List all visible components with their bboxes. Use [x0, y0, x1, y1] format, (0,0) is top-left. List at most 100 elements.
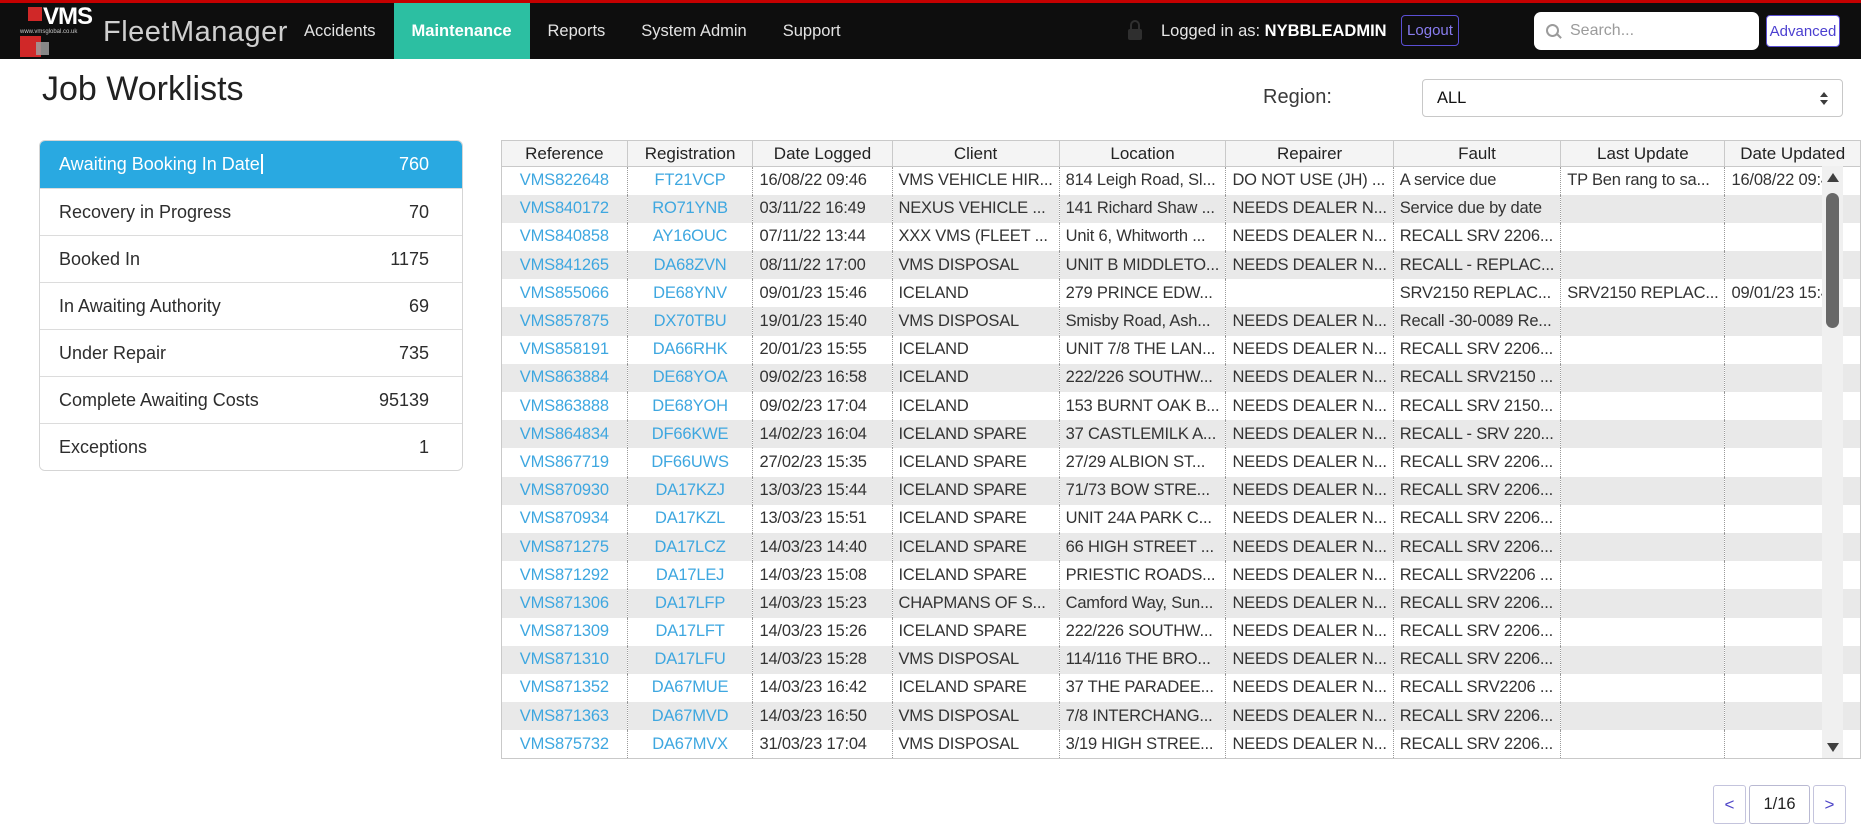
job-reference-link[interactable]: VMS871310: [501, 645, 628, 674]
prev-page-button[interactable]: <: [1713, 785, 1746, 824]
job-reference-link[interactable]: VMS841265: [501, 251, 628, 280]
select-arrows-icon: [1820, 91, 1828, 105]
job-reference-link[interactable]: VMS840858: [519, 227, 609, 246]
table-cell: A service due: [1392, 166, 1561, 195]
page-title: Job Worklists: [42, 70, 244, 108]
registration-link[interactable]: DE68YNV: [626, 279, 753, 308]
logout-button[interactable]: Logout: [1401, 15, 1459, 46]
job-reference-link[interactable]: VMS871352: [519, 678, 609, 697]
table-row: VMS841265 DA68ZVN 08/11/22 17:00 VMS DISPOS…: [501, 251, 1861, 280]
scroll-up-icon[interactable]: [1822, 166, 1843, 188]
registration-link[interactable]: DA17KZJ: [626, 476, 753, 505]
registration-link[interactable]: DA17LCZ: [626, 532, 753, 562]
table-cell: NEEDS DEALER N...: [1225, 335, 1394, 364]
registration-link[interactable]: DA67MUE: [626, 673, 753, 703]
nav-system-admin[interactable]: System Admin: [641, 21, 747, 40]
worklist-item-complete-awaiting-costs[interactable]: Complete Awaiting Costs 95139: [40, 376, 462, 423]
scroll-down-icon[interactable]: [1822, 736, 1843, 758]
job-reference-link[interactable]: VMS867719: [519, 452, 609, 471]
nav-maintenance[interactable]: Maintenance: [393, 3, 530, 59]
registration-link[interactable]: DA17LFP: [626, 589, 753, 618]
table-cell: Camford Way, Sun...: [1058, 589, 1226, 618]
table-cell: [1560, 476, 1725, 505]
worklist-item-under-repair[interactable]: Under Repair 735: [40, 329, 462, 376]
column-header-client[interactable]: Client: [891, 140, 1060, 167]
table-cell: [1560, 222, 1725, 252]
job-reference-link[interactable]: VMS871292: [519, 565, 609, 584]
column-header-date-updated[interactable]: Date Updated: [1724, 140, 1861, 167]
job-reference-link[interactable]: VMS863888: [519, 396, 609, 415]
nav-support[interactable]: Support: [782, 21, 841, 40]
table-cell: [1560, 702, 1725, 731]
registration-link[interactable]: DE68YOH: [626, 392, 753, 421]
job-reference-link[interactable]: VMS858191: [519, 340, 609, 359]
table-cell: NEEDS DEALER N...: [1225, 617, 1394, 646]
search-input[interactable]: [1570, 22, 1748, 40]
job-reference-link[interactable]: VMS870930: [501, 476, 628, 505]
region-select[interactable]: ALL: [1422, 79, 1843, 117]
table-cell: NEEDS DEALER N...: [1225, 363, 1394, 392]
column-header-fault[interactable]: Fault: [1392, 140, 1562, 167]
worklist-label: Under Repair: [59, 342, 167, 363]
registration-link[interactable]: AY16OUC: [626, 222, 753, 252]
registration-link[interactable]: DF66UWS: [626, 448, 753, 477]
advanced-search-button[interactable]: Advanced: [1766, 15, 1840, 47]
registration-link[interactable]: DA17LFU: [626, 645, 753, 674]
worklist-item-exceptions[interactable]: Exceptions 1: [40, 423, 462, 470]
job-reference-link[interactable]: VMS863884: [501, 363, 628, 392]
job-reference-link[interactable]: VMS857875: [501, 307, 628, 336]
job-reference-link[interactable]: VMS822648: [519, 171, 609, 190]
table-cell: VMS DISPOSAL: [891, 251, 1060, 280]
table-cell: ICELAND SPARE: [891, 448, 1060, 477]
registration-link[interactable]: DF66KWE: [626, 420, 753, 449]
column-header-location[interactable]: Location: [1058, 140, 1227, 167]
registration-link[interactable]: DA68ZVN: [626, 251, 753, 280]
table-scrollbar[interactable]: [1822, 166, 1843, 758]
table-cell: NEEDS DEALER N...: [1225, 392, 1394, 421]
job-reference-link[interactable]: VMS875732: [519, 734, 609, 753]
main-nav: Accidents Maintenance Reports System Admin S…: [286, 3, 859, 59]
registration-link[interactable]: DA17KZL: [626, 504, 753, 533]
table-cell: [1560, 617, 1725, 646]
worklist-count: 95139: [378, 389, 429, 410]
registration-link[interactable]: DX70TBU: [626, 307, 753, 336]
table-cell: VMS DISPOSAL: [891, 645, 1060, 674]
job-reference-link[interactable]: VMS871306: [501, 589, 628, 618]
table-row: VMS867719 DF66UWS 27/02/23 15:35 ICELAND SP…: [502, 448, 1861, 477]
nav-accidents[interactable]: Accidents: [304, 21, 376, 40]
job-reference-link[interactable]: VMS871363: [501, 702, 628, 731]
column-header-last-update[interactable]: Last Update: [1560, 140, 1726, 167]
worklist-item-awaiting-booking-in-date[interactable]: Awaiting Booking In Date 760: [40, 141, 462, 188]
worklist-item-in-awaiting-authority[interactable]: In Awaiting Authority 69: [40, 282, 462, 329]
registration-link[interactable]: DE68YOA: [626, 363, 753, 392]
registration-link[interactable]: DA67MVX: [626, 730, 753, 759]
job-reference-link[interactable]: VMS871275: [501, 532, 628, 562]
job-reference-link[interactable]: VMS855066: [519, 283, 609, 302]
vms-logo[interactable]: VMS www.vmsglobal.co.uk: [10, 3, 100, 59]
registration-link[interactable]: DA67MVD: [626, 702, 753, 731]
registration-link[interactable]: DA17LEJ: [626, 561, 753, 590]
scrollbar-thumb[interactable]: [1826, 193, 1839, 328]
worklist-item-booked-in[interactable]: Booked In 1175: [40, 235, 462, 282]
worklist-count: 735: [398, 342, 429, 363]
logged-in-text: Logged in as: NYBBLEADMIN: [1161, 22, 1387, 41]
registration-link[interactable]: DA17LFT: [626, 617, 753, 646]
column-header-date-logged[interactable]: Date Logged: [752, 140, 893, 167]
job-reference-link[interactable]: VMS864834: [501, 420, 628, 449]
column-header-registration[interactable]: Registration: [626, 140, 754, 167]
column-header-repairer[interactable]: Repairer: [1225, 140, 1394, 167]
lock-icon: [1128, 20, 1142, 40]
nav-reports[interactable]: Reports: [547, 21, 606, 40]
job-reference-link[interactable]: VMS870934: [519, 509, 609, 528]
table-cell: 09/01/23 15:47: [1724, 279, 1861, 308]
registration-link[interactable]: RO71YNB: [626, 194, 753, 223]
table-cell: [1560, 392, 1725, 421]
job-reference-link[interactable]: VMS840172: [501, 194, 628, 223]
registration-link[interactable]: FT21VCP: [626, 166, 753, 195]
column-header-reference[interactable]: Reference: [501, 140, 628, 167]
next-page-button[interactable]: >: [1813, 785, 1846, 824]
worklist-item-recovery-in-progress[interactable]: Recovery in Progress 70: [40, 188, 462, 235]
table-cell: NEEDS DEALER N...: [1225, 589, 1394, 618]
registration-link[interactable]: DA66RHK: [626, 335, 753, 364]
job-reference-link[interactable]: VMS871309: [519, 622, 609, 641]
